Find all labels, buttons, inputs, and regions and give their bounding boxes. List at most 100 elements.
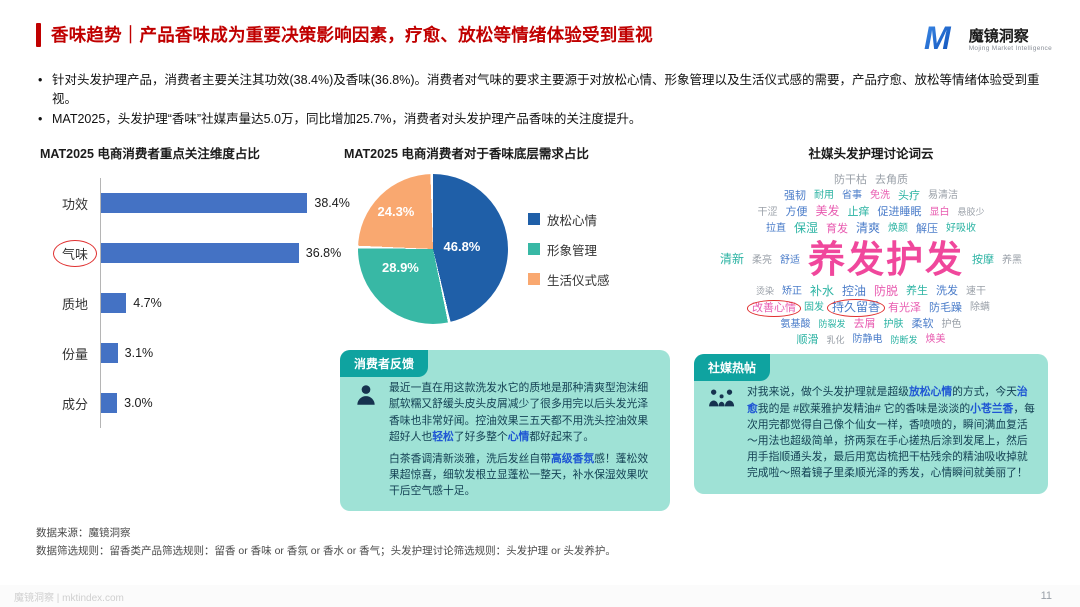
legend-label: 放松心情	[547, 213, 598, 228]
word-cloud-word: 焕美	[925, 334, 946, 346]
pie-wrap: 46.8% 28.9% 24.3% 放松心情 形象管理 生活仪式感	[358, 174, 670, 325]
header: 香味趋势｜产品香味成为重要决策影响因素，疗愈、放松等情绪体验受到重视 M 魔镜洞…	[0, 0, 1080, 59]
bottom-strip: 魔镜洞察 | mktindex.com 11	[0, 585, 1080, 607]
hot-post-text: 对我来说，做个头发护理就是超级放松心情的方式，今天治愈我的是 #欧莱雅护发精油#…	[747, 384, 1035, 481]
bar-fill	[101, 343, 118, 364]
word-cloud-word: 头疗	[898, 189, 920, 202]
word-cloud-title: 社媒头发护理讨论词云	[808, 147, 934, 162]
category-text: 功效	[61, 196, 88, 212]
pie-chart-section: MAT2025 电商消费者对于香味底层需求占比 46.8% 28.9% 24.3% …	[340, 143, 670, 512]
word-cloud-word: 育发	[826, 222, 848, 235]
bar-fill	[101, 243, 299, 264]
bar-category-label: 质地	[36, 294, 100, 313]
data-rule-note: 数据筛选规则：留香类产品筛选规则：留香 or 香味 or 香氛 or 香水 or…	[36, 545, 616, 558]
word-cloud-word: 护肤	[883, 318, 904, 330]
word-cloud-word: 控油	[842, 283, 867, 298]
legend-swatch	[528, 273, 540, 286]
word-cloud-word: 舒适	[780, 254, 800, 266]
pie-value-label: 46.8%	[443, 238, 481, 254]
pie-chart-title: MAT2025 电商消费者对于香味底层需求占比	[344, 147, 589, 162]
body-text: 我的是 #欧莱雅护发精油# 它的香味是淡淡的	[757, 402, 971, 415]
word-cloud-word: 补水	[809, 283, 834, 298]
word-cloud-word: 养生	[906, 285, 929, 298]
category-text: 质地	[61, 296, 88, 312]
legend-item: 放松心情	[528, 210, 610, 229]
body-text: 对我来说，做个头发护理就是超级	[747, 386, 909, 399]
bar-fill	[101, 393, 118, 414]
bar-row: 功效 38.4%	[36, 178, 350, 229]
bar-value-label: 38.4%	[314, 196, 350, 211]
word-cloud-word: 防断发	[890, 334, 918, 345]
word-cloud-word: 养黑	[1002, 254, 1022, 266]
word-cloud-row: 干涩 方便 美发 止痒 促进睡眠 显白 悬胶少	[757, 205, 984, 219]
word-cloud-row: 清新 柔亮 舒适 养发护发 按摩 养黑	[720, 239, 1022, 282]
bar-track: 38.4%	[100, 178, 350, 229]
word-cloud-row: 防干枯 去角质	[834, 174, 908, 187]
bar-value-label: 4.7%	[133, 296, 162, 311]
word-cloud-word: 柔软	[911, 318, 934, 331]
brand-logo: M 魔镜洞察 Mojing Market Intelligence	[924, 20, 1052, 59]
title-wrap: 香味趋势｜产品香味成为重要决策影响因素，疗愈、放松等情绪体验受到重视	[36, 22, 653, 47]
svg-text:M: M	[924, 22, 952, 54]
logo-text: 魔镜洞察 Mojing Market Intelligence	[969, 28, 1052, 53]
bar-category-label: 功效	[36, 194, 100, 213]
body-text: 的方式，今天	[952, 386, 1017, 399]
word-cloud-word: 按摩	[972, 253, 994, 266]
bar-value-label: 3.1%	[124, 346, 154, 361]
page-title: 香味趋势｜产品香味成为重要决策影响因素，疗愈、放松等情绪体验受到重视	[51, 25, 653, 45]
word-cloud-word: 止痒	[847, 205, 870, 218]
bar-value-label: 3.0%	[124, 396, 153, 411]
word-cloud-word: 解压	[916, 222, 939, 235]
bar-chart-title: MAT2025 电商消费者重点关注维度占比	[40, 147, 260, 162]
feedback-paragraph: 白茶香调清新淡雅，洗后发丝自带高级香氛感！蓬松效果超惊喜，细软发根立显蓬松一整天…	[389, 451, 657, 500]
feedback-text: 最近一直在用这款洗发水它的质地是那种清爽型泡沫细腻软糯又舒缓头皮头皮屑减少了很多…	[389, 380, 657, 499]
word-cloud-row: 拉直 保湿 育发 清爽 焕颜 解压 好吸收	[766, 221, 977, 236]
highlighted-text: 高级香氛	[550, 452, 595, 465]
pie-value-label: 24.3%	[377, 204, 415, 220]
word-cloud-row: 强韧 耐用 省事 免洗 头疗 易清洁	[784, 190, 958, 203]
title-accent-bar	[36, 22, 41, 47]
highlighted-text: 治愈	[747, 386, 1028, 415]
word-cloud-word: 持久留香	[826, 299, 886, 317]
word-cloud-word: 好吸收	[946, 223, 977, 235]
word-cloud-word: 护色	[941, 318, 962, 330]
hot-post-paragraph: 对我来说，做个头发护理就是超级放松心情的方式，今天治愈我的是 #欧莱雅护发精油#…	[747, 384, 1035, 481]
highlighted-text: 小苍兰香	[970, 402, 1014, 415]
body-text: 最近一直在用这款洗发水它的质地是那种清爽型泡沫细腻软糯又舒缓头皮头皮屑减少了很多…	[389, 382, 649, 443]
bar-track: 3.1%	[100, 328, 316, 379]
bullet-item: MAT2025，头发护理“香味”社媒声量达5.0万，同比增加25.7%，消费者对…	[36, 110, 1044, 130]
watermark: 魔镜洞察 | mktindex.com	[14, 592, 124, 604]
bar-track: 4.7%	[100, 278, 316, 329]
word-cloud-word: 易清洁	[928, 190, 958, 202]
page-number: 11	[1040, 590, 1052, 602]
word-cloud-word: 乳化	[826, 334, 845, 345]
legend-swatch	[528, 213, 540, 226]
bar-chart-section: MAT2025 电商消费者重点关注维度占比 功效 38.4% 气味 36.8% 质地 4.…	[36, 143, 350, 511]
word-cloud-word: 防干枯	[834, 174, 867, 187]
word-cloud-word: 防静电	[852, 334, 883, 346]
highlighted-text: 轻松	[432, 430, 454, 443]
bar-category-label: 份量	[36, 344, 100, 363]
bar-fill	[101, 193, 308, 214]
legend-label: 生活仪式感	[547, 273, 610, 288]
legend-label: 形象管理	[547, 243, 598, 258]
word-cloud-word: 干涩	[757, 206, 778, 218]
word-cloud-row: 烫染 矫正 补水 控油 防脱 养生 洗发 速干	[756, 283, 986, 299]
bar-value-label: 36.8%	[305, 246, 342, 261]
body-text: ，每次用完都觉得自己像个仙女一样，香喷喷的，瞬间满血复活～用法也超级简单，挤两泵…	[747, 402, 1035, 480]
word-cloud-word: 强韧	[784, 189, 806, 202]
bar-chart-rows: 功效 38.4% 气味 36.8% 质地 4.7% 份量 3.1% 成分 3.0%	[36, 178, 350, 429]
word-cloud-word: 焕颜	[888, 223, 909, 235]
person-icon	[353, 382, 379, 413]
legend-item: 生活仪式感	[528, 270, 610, 289]
word-cloud-word: 美发	[815, 204, 840, 219]
word-cloud-word: 防脱	[874, 283, 899, 298]
word-cloud-word: 养发护发	[808, 239, 964, 280]
word-cloud-word: 去屑	[853, 318, 876, 331]
legend-swatch	[528, 243, 540, 256]
word-cloud-word: 除螨	[970, 302, 990, 314]
hot-post-content: 对我来说，做个头发护理就是超级放松心情的方式，今天治愈我的是 #欧莱雅护发精油#…	[707, 384, 1035, 481]
word-cloud-word: 省事	[842, 190, 862, 202]
word-cloud-word: 方便	[785, 205, 808, 218]
